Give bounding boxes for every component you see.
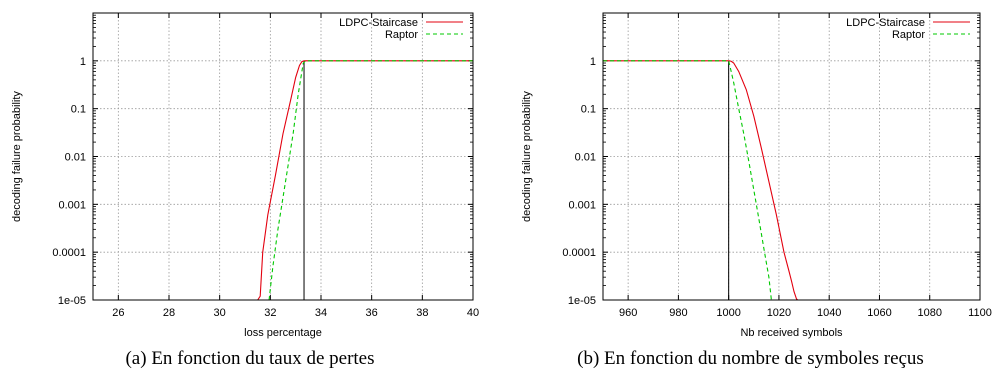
chart-a-series-raptor bbox=[268, 60, 473, 301]
chart-b-xtick-label: 1020 bbox=[767, 307, 791, 319]
chart-a-xtick-label: 40 bbox=[467, 307, 479, 319]
chart-b-plot-frame bbox=[602, 12, 981, 301]
chart-a-svg: 26 28 30 32 34 36 38 40 1e-05 0.0001 0.001 0.01 0.1 1… bbox=[11, 12, 479, 339]
chart-a-caption: (a) En fonction du taux de pertes bbox=[125, 348, 375, 369]
chart-a-xtick-label: 36 bbox=[366, 307, 378, 319]
chart-panel-a: 26 28 30 32 34 36 38 40 1e-05 0.0001 0.001 0.01 0.1 1… bbox=[0, 0, 500, 379]
chart-a-legend-label: Raptor bbox=[385, 29, 418, 41]
chart-b-legend-label: LDPC-Staircase bbox=[846, 17, 925, 29]
chart-b-legend-label: Raptor bbox=[892, 29, 925, 41]
chart-b-xtick-label: 1060 bbox=[867, 307, 891, 319]
chart-b-ytick-label: 0.001 bbox=[568, 199, 596, 211]
chart-b-xlabel: Nb received symbols bbox=[740, 327, 843, 339]
chart-b-ylabel: decoding failure probability bbox=[521, 91, 533, 222]
chart-b-ytick-label: 0.01 bbox=[575, 152, 596, 164]
chart-panel-b: 960 980 1000 1020 1040 1060 1080 1100 1e-05 0.000… bbox=[500, 0, 1001, 379]
chart-b-xtick-label: 1040 bbox=[817, 307, 841, 319]
chart-a-ytick-label: 0.001 bbox=[58, 199, 86, 211]
chart-a-ytick-label: 1 bbox=[80, 56, 86, 68]
chart-b-xtick-label: 1080 bbox=[917, 307, 941, 319]
chart-b-series-ldpc-staircase bbox=[603, 60, 799, 301]
chart-a-xtick-label: 26 bbox=[112, 307, 124, 319]
chart-b-ytick-label: 1 bbox=[590, 56, 596, 68]
chart-b-ytick-label: 0.1 bbox=[581, 104, 596, 116]
chart-a-xtick-label: 38 bbox=[416, 307, 428, 319]
chart-b-xtick-label: 960 bbox=[619, 307, 637, 319]
chart-a-xtick-label: 28 bbox=[163, 307, 175, 319]
chart-b-series-raptor bbox=[603, 60, 772, 301]
chart-b-xtick-label: 1000 bbox=[716, 307, 740, 319]
chart-a-series-ldpc-staircase bbox=[257, 60, 473, 301]
chart-a-ytick-label: 1e-05 bbox=[58, 295, 86, 307]
chart-b-xtick-label: 980 bbox=[669, 307, 687, 319]
chart-a-ytick-label: 0.01 bbox=[65, 152, 86, 164]
chart-a-ytick-label: 0.0001 bbox=[52, 247, 86, 259]
chart-a-legend-label: LDPC-Staircase bbox=[339, 17, 418, 29]
chart-b-xtick-label: 1100 bbox=[968, 307, 992, 319]
chart-b-caption: (b) En fonction du nombre de symboles re… bbox=[577, 348, 924, 369]
chart-a-xlabel: loss percentage bbox=[244, 327, 322, 339]
chart-a-xtick-label: 32 bbox=[264, 307, 276, 319]
chart-a-xtick-label: 34 bbox=[315, 307, 327, 319]
chart-b-ytick-label: 1e-05 bbox=[568, 295, 596, 307]
chart-a-plot-frame bbox=[92, 12, 474, 301]
chart-a-ylabel: decoding failure probability bbox=[11, 91, 23, 222]
chart-b-svg: 960 980 1000 1020 1040 1060 1080 1100 1e-05 0.000… bbox=[521, 12, 992, 339]
chart-b-ytick-label: 0.0001 bbox=[562, 247, 596, 259]
chart-a-xtick-label: 30 bbox=[214, 307, 226, 319]
chart-a-ytick-label: 0.1 bbox=[71, 104, 86, 116]
